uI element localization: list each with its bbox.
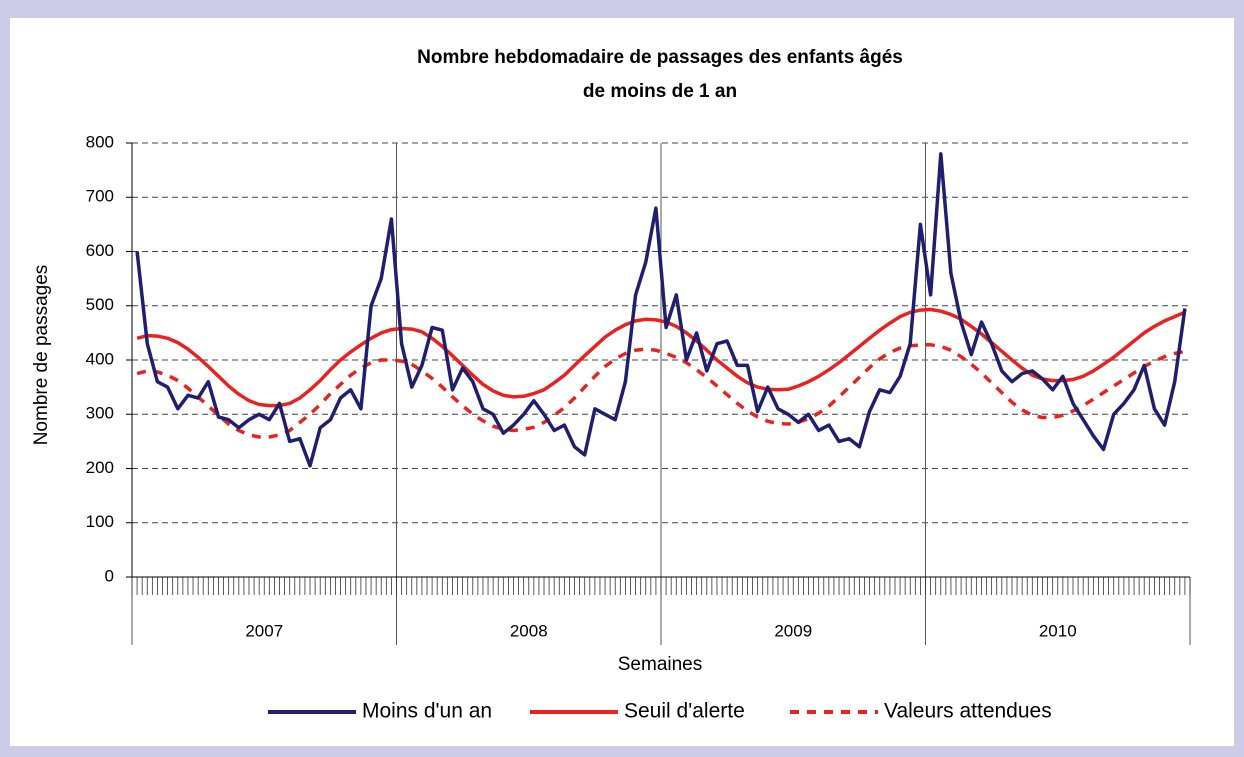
chart-title: Nombre hebdomadaire de passages des enfa… [417,47,903,68]
legend-label: Moins d'un an [362,700,492,723]
series-line [135,152,1187,468]
y-tick-label: 100 [86,512,114,531]
y-tick-label: 600 [86,241,114,260]
x-group-label: 2008 [510,621,548,640]
x-axis-title: Semaines [618,654,703,675]
chart-subtitle: de moins de 1 an [583,81,737,102]
legend-label: Valeurs attendues [884,700,1052,723]
y-tick-label: 800 [86,132,114,151]
y-tick-label: 700 [86,187,114,206]
x-group-label: 2007 [245,621,283,640]
x-group-label: 2010 [1039,621,1077,640]
series-line [136,307,1186,408]
y-tick-label: 200 [86,458,114,477]
y-tick-label: 300 [86,404,114,423]
panel [10,18,1234,746]
y-axis-title: Nombre de passages [31,265,52,446]
y-tick-label: 400 [86,349,114,368]
x-group-label: 2009 [774,621,812,640]
y-tick-label: 500 [86,295,114,314]
y-tick-label: 0 [105,566,114,585]
series-line [136,343,1186,439]
legend-label: Seuil d'alerte [624,700,745,723]
